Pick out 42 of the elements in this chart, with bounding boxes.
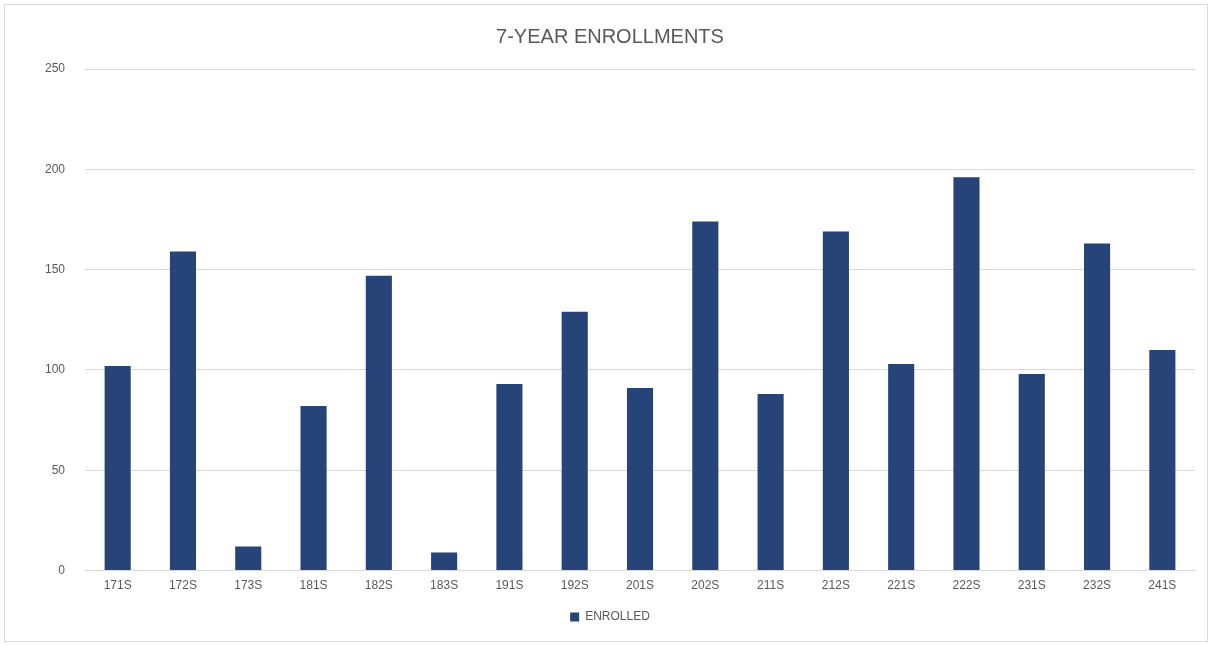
x-tick-label: 183S: [430, 578, 459, 593]
bar: [300, 406, 327, 571]
x-tick-label: 202S: [691, 578, 720, 593]
x-tick-label: 172S: [168, 578, 197, 593]
x-tick-label: 182S: [364, 578, 393, 593]
x-tick-label: 232S: [1083, 578, 1112, 593]
y-tick-label: 200: [44, 161, 66, 176]
x-tick-label: 221S: [887, 578, 916, 593]
y-tick-label: 100: [44, 362, 66, 377]
x-tick-label: 181S: [299, 578, 328, 593]
bar: [1018, 373, 1045, 571]
bar: [496, 384, 523, 571]
bar: [561, 311, 588, 571]
x-tick-label: 173S: [234, 578, 263, 593]
bar: [953, 177, 980, 571]
bar: [169, 251, 197, 571]
bar: [431, 552, 458, 571]
legend-label: ENROLLED: [585, 609, 651, 624]
chart-title: 7-YEAR ENROLLMENTS: [496, 24, 724, 47]
bar: [1084, 243, 1111, 571]
bar: [235, 546, 262, 571]
x-tick-label: 201S: [626, 578, 655, 593]
x-tick-label: 211S: [757, 578, 785, 593]
x-tick-label: 171S: [103, 578, 132, 593]
x-tick-label: 241S: [1148, 578, 1177, 593]
bar: [1149, 349, 1176, 571]
x-tick-label: 222S: [952, 578, 981, 593]
bar: [692, 221, 719, 571]
y-tick-label: 0: [58, 562, 66, 577]
x-tick-label: 192S: [560, 578, 589, 593]
y-tick-label: 250: [44, 61, 66, 76]
bar: [365, 275, 392, 571]
x-tick-label: 191S: [495, 578, 524, 593]
bar: [104, 365, 131, 571]
y-tick-label: 50: [51, 462, 66, 477]
bar: [822, 231, 849, 571]
x-tick-label: 212S: [821, 578, 850, 593]
bar: [888, 363, 915, 571]
y-tick-label: 150: [44, 261, 66, 276]
bar: [626, 388, 654, 571]
bar: [757, 394, 784, 571]
x-tick-label: 231S: [1017, 578, 1046, 593]
